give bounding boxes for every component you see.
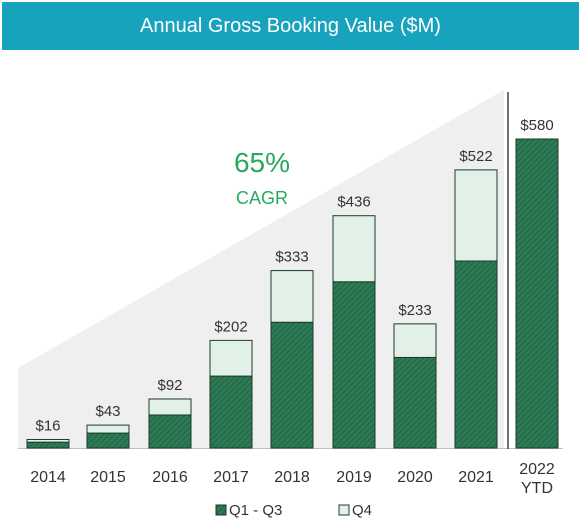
data-label-0: $16 <box>35 417 60 434</box>
x-tick-label-1: 2015 <box>90 469 126 486</box>
bar-q1-q3-0 <box>26 441 70 449</box>
title-bar: Annual Gross Booking Value ($M) <box>2 2 579 50</box>
bar-q1-q3-1 <box>86 432 130 449</box>
x-tick-label-8-0: 2022 <box>519 461 555 478</box>
chart-title: Annual Gross Booking Value ($M) <box>140 14 441 37</box>
bar-q4-4 <box>270 270 314 323</box>
x-tick-label-4: 2018 <box>274 469 310 486</box>
data-label-3: $202 <box>214 318 247 335</box>
cagr-label: CAGR <box>236 188 288 208</box>
bar-q1-q3-6 <box>393 356 437 449</box>
x-tick-label-5: 2019 <box>336 469 372 486</box>
bar-q1-q3-7 <box>454 260 498 449</box>
bar-q4-6 <box>393 323 437 358</box>
x-tick-label-0: 2014 <box>30 469 66 486</box>
legend-label-q4: Q4 <box>352 502 372 519</box>
bar-q4-0 <box>26 438 70 443</box>
data-label-2: $92 <box>157 377 182 394</box>
data-label-5: $436 <box>337 194 370 211</box>
growth-wedge <box>18 90 504 448</box>
bar-q1-q3-2 <box>148 414 192 449</box>
data-label-6: $233 <box>398 302 431 319</box>
legend-swatch-q1-q3 <box>215 504 227 516</box>
x-tick-label-2: 2016 <box>152 469 188 486</box>
cagr-value: 65% <box>234 147 290 178</box>
bar-q4-7 <box>454 169 498 262</box>
bar-q4-1 <box>86 424 130 434</box>
legend-swatch-q4 <box>338 504 350 516</box>
bar-q4-3 <box>209 339 253 377</box>
bar-q4-5 <box>332 215 376 283</box>
legend-label-q1-q3: Q1 - Q3 <box>229 502 282 519</box>
x-tick-label-3: 2017 <box>213 469 249 486</box>
data-label-8: $580 <box>520 117 553 134</box>
bar-q1-q3-8 <box>515 138 559 449</box>
bar-q1-q3-5 <box>332 281 376 449</box>
x-tick-label-6: 2020 <box>397 469 433 486</box>
bar-q4-2 <box>148 398 192 416</box>
bar-q1-q3-4 <box>270 321 314 449</box>
x-tick-label-8-1: YTD <box>521 480 553 497</box>
data-label-7: $522 <box>459 148 492 165</box>
bar-q1-q3-3 <box>209 375 253 449</box>
x-tick-label-7: 2021 <box>458 469 494 486</box>
data-label-1: $43 <box>95 403 120 420</box>
data-label-4: $333 <box>275 249 308 266</box>
